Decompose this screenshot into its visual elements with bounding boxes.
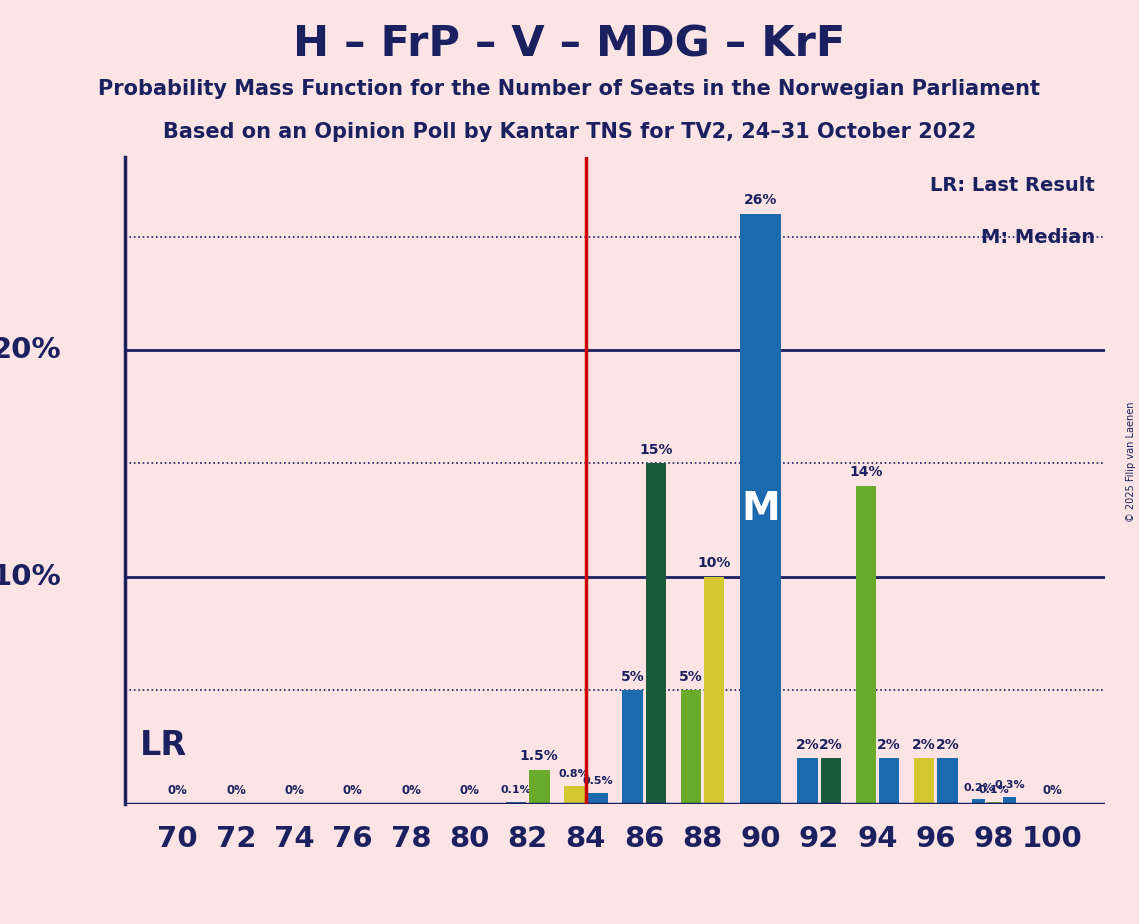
Text: 20%: 20% [0,336,62,364]
Text: Probability Mass Function for the Number of Seats in the Norwegian Parliament: Probability Mass Function for the Number… [98,79,1041,99]
Text: 0%: 0% [343,784,362,797]
Text: 0%: 0% [167,784,188,797]
Text: LR: Last Result: LR: Last Result [931,176,1095,196]
Bar [1002,797,1016,804]
Text: 26%: 26% [744,193,778,207]
Text: 5%: 5% [679,670,703,684]
Text: LR: LR [140,729,187,762]
Text: 0.1%: 0.1% [978,784,1009,795]
Text: 0%: 0% [459,784,480,797]
Text: 2%: 2% [877,737,901,752]
Bar [528,770,549,804]
Text: H – FrP – V – MDG – KrF: H – FrP – V – MDG – KrF [294,23,845,65]
Text: M: M [741,490,780,528]
Text: 0.1%: 0.1% [500,784,531,795]
Bar [704,577,724,804]
Text: 0.8%: 0.8% [559,769,590,779]
Text: 5%: 5% [621,670,645,684]
Bar [646,464,666,804]
Text: 0%: 0% [401,784,421,797]
Text: 10%: 10% [697,556,731,570]
Text: © 2025 Filip van Laenen: © 2025 Filip van Laenen [1126,402,1136,522]
Text: 15%: 15% [639,443,673,456]
Text: 0%: 0% [285,784,304,797]
Bar [681,690,702,804]
Text: 2%: 2% [819,737,843,752]
Text: 10%: 10% [0,563,62,591]
Text: 2%: 2% [935,737,959,752]
Text: 2%: 2% [796,737,819,752]
Bar [972,799,985,804]
Text: Based on an Opinion Poll by Kantar TNS for TV2, 24–31 October 2022: Based on an Opinion Poll by Kantar TNS f… [163,122,976,142]
Bar [588,793,608,804]
Bar [506,802,526,804]
Text: 0%: 0% [1042,784,1063,797]
Bar [879,759,900,804]
Bar [740,213,781,804]
Text: 0.2%: 0.2% [964,783,994,793]
Bar [820,759,841,804]
Text: 2%: 2% [912,737,936,752]
Bar [855,486,876,804]
Bar [937,759,958,804]
Bar [913,759,934,804]
Text: 0%: 0% [227,784,246,797]
Bar [564,785,584,804]
Text: 0.3%: 0.3% [994,780,1025,790]
Bar [797,759,818,804]
Text: M: Median: M: Median [981,228,1095,248]
Text: 0.5%: 0.5% [582,776,613,785]
Bar [622,690,642,804]
Bar [988,802,1001,804]
Text: 14%: 14% [849,466,883,480]
Text: 1.5%: 1.5% [519,749,558,763]
